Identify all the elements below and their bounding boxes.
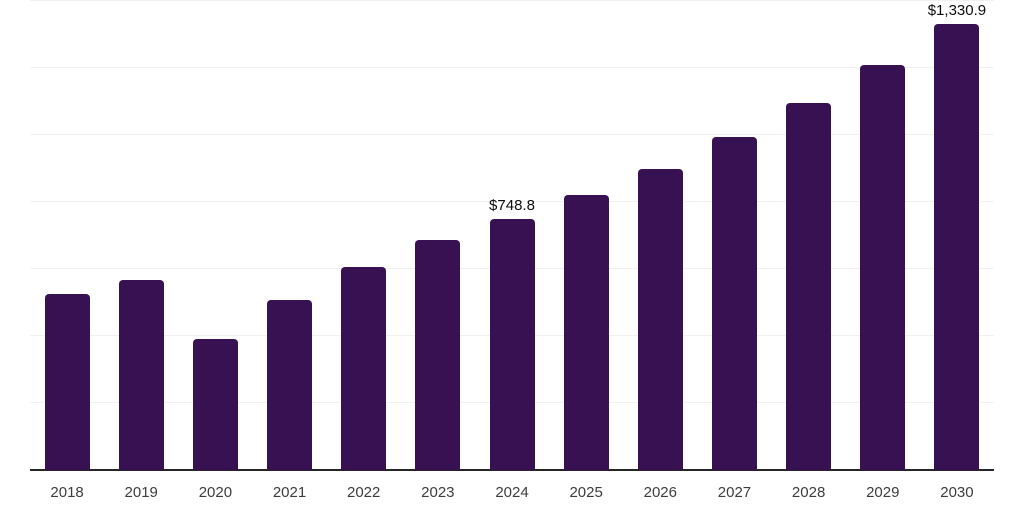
gridline-1000 [30, 134, 994, 135]
plot-area: 2018 2019 2020 2021 2022 2023 $748.8 2024 2025 20… [30, 0, 994, 501]
value-label-2024: $748.8 [489, 197, 535, 215]
x-tick-2029: 2029 [866, 484, 900, 501]
x-tick-2025: 2025 [569, 484, 603, 501]
bar-2028 [786, 102, 832, 470]
x-tick-2018: 2018 [50, 484, 84, 501]
x-tick-2021: 2021 [272, 484, 307, 501]
x-tick-2019: 2019 [124, 484, 158, 501]
x-tick-2027: 2027 [717, 484, 752, 501]
x-tick-2023: 2023 [421, 484, 455, 501]
bar-2020 [192, 339, 238, 470]
bar-2027 [711, 137, 757, 470]
gridline-1200 [30, 67, 994, 68]
gridline-1400 [30, 0, 994, 1]
bar-2029 [860, 65, 906, 470]
bar-2030 [934, 24, 980, 470]
x-tick-2026: 2026 [643, 484, 677, 501]
bar-2023 [415, 239, 461, 470]
bar-2021 [267, 300, 313, 470]
bar-2025 [563, 194, 609, 470]
bar-2019 [118, 280, 164, 470]
x-tick-2024: 2024 [495, 484, 529, 501]
x-tick-2028: 2028 [791, 484, 826, 501]
x-axis-line [30, 469, 994, 471]
value-label-2030: $1,330.9 [927, 2, 987, 20]
gridline-800 [30, 201, 994, 202]
x-tick-2020: 2020 [198, 484, 233, 501]
bar-2022 [341, 267, 387, 470]
x-tick-2030: 2030 [940, 484, 974, 501]
x-tick-2022: 2022 [347, 484, 381, 501]
bar-2026 [637, 168, 683, 470]
bar-2024 [489, 219, 535, 470]
bar-2018 [44, 294, 90, 470]
